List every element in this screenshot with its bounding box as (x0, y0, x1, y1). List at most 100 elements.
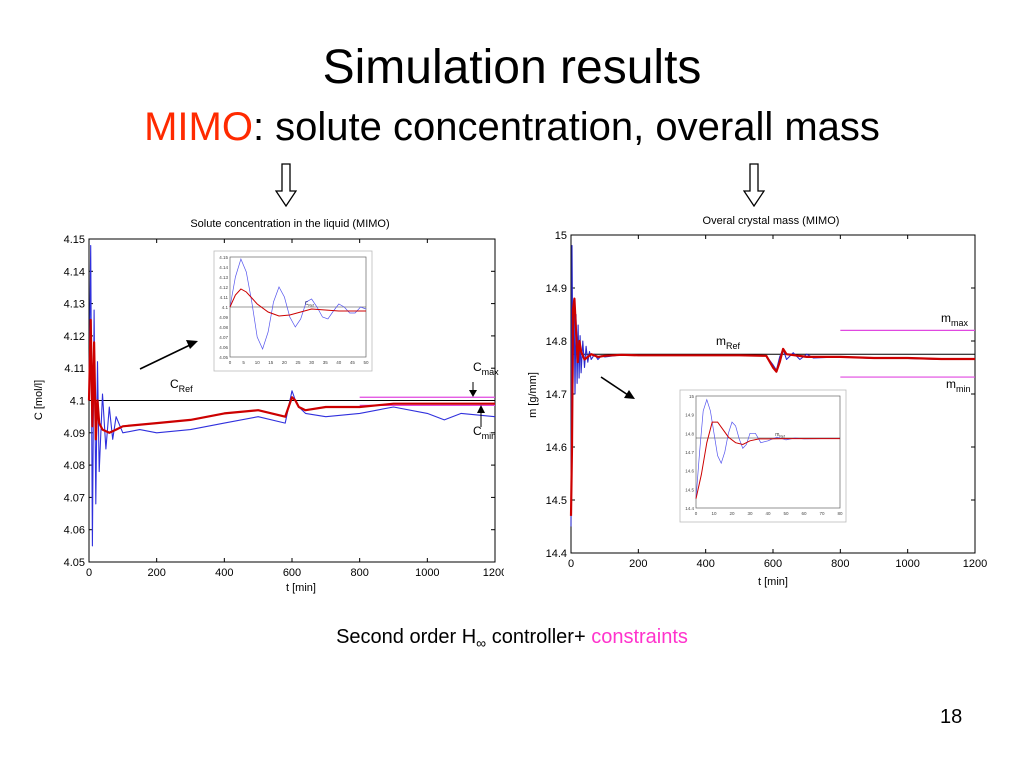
y-tick-label: 4.1 (70, 396, 85, 408)
inset-y-tick-label: 14.4 (685, 506, 694, 511)
ref-label: mRef (716, 334, 741, 351)
inset-series-blue (695, 398, 840, 499)
inset-reference-label: mRef (775, 432, 785, 439)
caption-text-rest: controller+ (486, 626, 592, 648)
y-tick-label: 4.12 (64, 331, 85, 343)
inset-chart: 0 10 20 30 40 50 60 70 80 15 14.9 14.8 14.7 14.6 14.5 1… (679, 389, 847, 523)
inset-y-tick-label: 14.9 (685, 413, 694, 418)
inset-x-tick-label: 0 (229, 360, 232, 365)
max-constraint-label: Cmax (473, 360, 499, 377)
crystal-mass-chart: Overal crystal mass (MIMO) m [g/mm] t [m… (527, 215, 987, 588)
inset-x-tick-label: 45 (350, 360, 356, 365)
inset-y-tick-label: 14.8 (685, 431, 694, 436)
inset-y-tick-label: 4.06 (219, 345, 228, 350)
inset-y-tick-label: 14.6 (685, 469, 694, 474)
x-tick-label: 800 (831, 558, 849, 570)
x-axis-label: t [min] (286, 582, 316, 594)
y-tick-label: 14.9 (546, 283, 567, 295)
inset-x-tick-label: 80 (837, 511, 843, 516)
zoom-pointer-arrowhead (624, 390, 635, 399)
inset-y-tick-label: 14.5 (685, 487, 694, 492)
subtitle-highlight: MIMO (144, 105, 253, 149)
inset-x-tick-label: 70 (819, 511, 825, 516)
slide-subtitle: MIMO: solute concentration, overall mass (0, 103, 1024, 151)
x-tick-label: 0 (568, 558, 574, 570)
x-tick-label: 1000 (895, 558, 919, 570)
page-number: 18 (940, 706, 963, 728)
inset-y-tick-label: 4.07 (219, 335, 228, 340)
y-tick-label: 4.09 (64, 428, 85, 440)
y-axis-label: m [g/mm] (527, 372, 539, 418)
x-tick-label: 600 (764, 558, 782, 570)
inset-x-tick-label: 20 (729, 511, 735, 516)
inset-x-tick-label: 20 (282, 360, 288, 365)
x-tick-label: 200 (629, 558, 647, 570)
inset-x-tick-label: 30 (309, 360, 315, 365)
x-tick-label: 400 (696, 558, 714, 570)
series-line-blue (88, 244, 496, 547)
inset-x-tick-label: 30 (747, 511, 753, 516)
inset-y-tick-label: 4.15 (219, 255, 228, 260)
inset-x-tick-label: 40 (765, 511, 771, 516)
caption-highlight: constraints (591, 626, 688, 648)
zoom-pointer-arrow (600, 376, 629, 396)
max-pointer-arrowhead (469, 390, 477, 397)
x-tick-label: 0 (86, 567, 92, 579)
x-tick-label: 1200 (483, 567, 504, 579)
inset-y-tick-label: 4.13 (219, 275, 228, 280)
chart-title: Solute concentration in the liquid (MIMO… (190, 218, 389, 230)
ref-label: CRef (170, 377, 193, 394)
inset-frame (695, 395, 841, 509)
y-tick-label: 4.15 (64, 234, 85, 246)
y-axis-label: C [mol/l] (33, 380, 45, 420)
inset-x-tick-label: 50 (363, 360, 369, 365)
y-tick-label: 4.11 (64, 363, 85, 375)
inset-series-red (229, 288, 366, 317)
inset-reference-label: CRef (305, 301, 314, 308)
x-tick-label: 600 (283, 567, 301, 579)
y-tick-label: 4.14 (64, 266, 85, 278)
x-tick-label: 400 (215, 567, 233, 579)
y-tick-label: 14.8 (546, 336, 567, 348)
y-tick-label: 4.06 (64, 525, 85, 537)
slide-caption: Second order H∞ controller+ constraints (0, 626, 1024, 651)
series-line-red (569, 297, 975, 516)
y-tick-label: 14.7 (546, 389, 567, 401)
slide-title: Simulation results (322, 41, 702, 94)
inset-y-tick-label: 14.7 (685, 450, 694, 455)
inset-y-tick-label: 4.08 (219, 325, 228, 330)
caption-text: Second order H (336, 626, 477, 648)
y-tick-label: 14.5 (546, 495, 567, 507)
inset-y-tick-label: 4.09 (219, 315, 228, 320)
inset-x-tick-label: 35 (323, 360, 329, 365)
series-line-red (87, 318, 495, 441)
zoom-pointer-arrowhead (186, 340, 198, 349)
x-tick-label: 200 (147, 567, 165, 579)
inset-x-tick-label: 50 (783, 511, 789, 516)
inset-chart: 0 5 10 15 20 25 30 35 40 45 50 4.15 4.14 4.13 4.12 4.11… (213, 250, 373, 372)
y-tick-label: 4.05 (64, 557, 85, 569)
x-tick-label: 800 (350, 567, 368, 579)
inset-y-tick-label: 4.11 (220, 295, 229, 300)
inset-y-tick-label: 4.05 (219, 355, 228, 360)
y-tick-label: 14.6 (546, 442, 567, 454)
down-arrow-icon (275, 163, 297, 207)
y-tick-label: 4.13 (64, 299, 85, 311)
y-tick-label: 4.07 (64, 492, 85, 504)
inset-x-tick-label: 25 (295, 360, 301, 365)
inset-y-tick-label: 4.12 (219, 285, 228, 290)
y-tick-label: 14.4 (546, 548, 567, 560)
inset-y-tick-label: 4.14 (219, 265, 228, 270)
concentration-chart: Solute concentration in the liquid (MIMO… (33, 218, 504, 594)
inset-x-tick-label: 5 (242, 360, 245, 365)
zoom-pointer-arrow (139, 344, 191, 370)
inset-series-red (695, 421, 840, 499)
inset-x-tick-label: 60 (801, 511, 807, 516)
max-constraint-label: mmax (941, 311, 969, 328)
x-tick-label: 1000 (415, 567, 439, 579)
x-tick-label: 1200 (963, 558, 987, 570)
min-constraint-label: Cmin (473, 424, 496, 441)
inset-y-tick-label: 15 (689, 394, 695, 399)
caption-subscript: ∞ (476, 635, 487, 651)
min-pointer-arrowhead (477, 405, 485, 413)
